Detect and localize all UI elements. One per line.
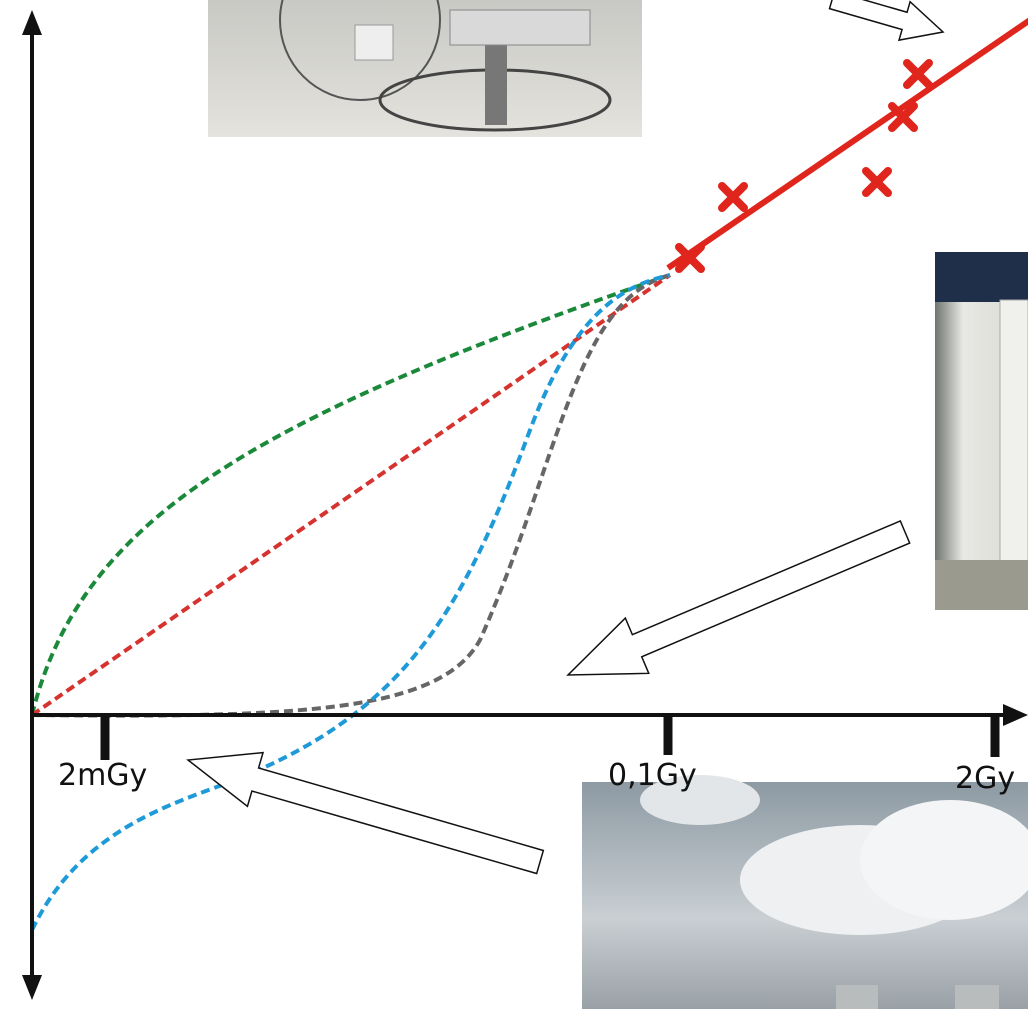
green-curve — [30, 273, 671, 716]
pointer-arrows — [186, 0, 945, 875]
photo-power-plant — [582, 775, 1028, 1009]
arrow — [828, 0, 945, 42]
data-crosses — [675, 59, 933, 273]
photo-treatment-room — [208, 0, 642, 137]
cross — [675, 243, 705, 273]
red-solid-line — [666, 17, 1028, 271]
x-label: 2Gy — [955, 761, 1015, 796]
photo-facility — [935, 252, 1028, 610]
x-label: 0,1Gy — [608, 758, 697, 793]
arrow — [186, 751, 545, 875]
blue-curve — [30, 273, 671, 931]
cross — [903, 59, 933, 89]
cross — [718, 182, 748, 212]
axes — [22, 10, 1028, 1000]
cross — [862, 167, 892, 197]
red-dashed-line — [30, 273, 672, 717]
cross — [888, 102, 918, 132]
curves — [30, 273, 672, 931]
arrow — [566, 519, 911, 676]
x-label: 2mGy — [58, 758, 147, 793]
